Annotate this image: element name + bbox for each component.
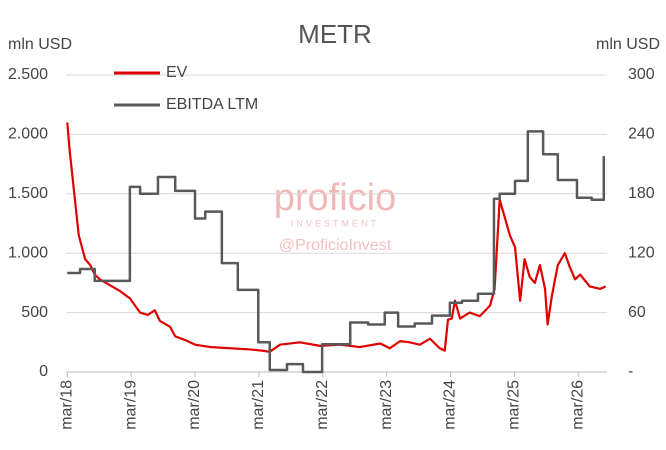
y2-tick-label: 300 (628, 66, 655, 83)
chart-title: METR (298, 19, 372, 49)
y-tick-label: 1.000 (8, 244, 48, 261)
x-tick-label: mar/23 (378, 380, 395, 430)
x-tick-label: mar/19 (122, 380, 139, 430)
legend-label: EV (166, 64, 188, 81)
y-tick-label: 2.500 (8, 66, 48, 83)
y2-tick-label: 60 (628, 304, 646, 321)
y-tick-label: 0 (39, 363, 48, 380)
y2-axis-label: mln USD (596, 36, 660, 53)
x-tick-label: mar/21 (250, 380, 267, 430)
x-tick-label: mar/20 (186, 380, 203, 430)
x-tick-label: mar/18 (58, 380, 75, 430)
series-line (67, 130, 606, 374)
y2-tick-label: 180 (628, 185, 655, 202)
y-tick-label: 500 (21, 304, 48, 321)
y-tick-label: 2.000 (8, 126, 48, 143)
y-tick-label: 1.500 (8, 185, 48, 202)
legend-label: EBITDA LTM (166, 96, 258, 113)
y-axis-label: mln USD (8, 36, 72, 53)
x-tick-label: mar/22 (314, 380, 331, 430)
y2-tick-label: - (628, 363, 633, 380)
x-tick-label: mar/24 (442, 380, 459, 430)
watermark: @ProficioInvest (279, 237, 392, 254)
x-tick-label: mar/25 (506, 380, 523, 430)
watermark: proficio (274, 177, 397, 219)
y2-tick-label: 240 (628, 126, 655, 143)
x-tick-label: mar/26 (569, 380, 586, 430)
y2-tick-label: 120 (628, 244, 655, 261)
series-line (66, 122, 607, 353)
watermark: INVESTMENT (291, 218, 379, 228)
